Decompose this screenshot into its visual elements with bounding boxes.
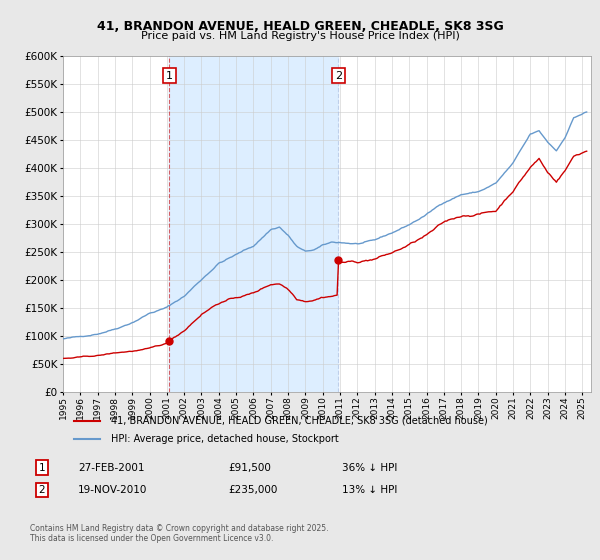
Text: 2: 2	[335, 71, 342, 81]
Text: £235,000: £235,000	[228, 485, 277, 495]
Bar	[169, 56, 338, 392]
Text: Price paid vs. HM Land Registry's House Price Index (HPI): Price paid vs. HM Land Registry's House …	[140, 31, 460, 41]
Point	[334, 256, 343, 265]
Text: 41, BRANDON AVENUE, HEALD GREEN, CHEADLE, SK8 3SG (detached house): 41, BRANDON AVENUE, HEALD GREEN, CHEADLE…	[110, 416, 487, 426]
Point	[164, 336, 174, 345]
Text: 19-NOV-2010: 19-NOV-2010	[78, 485, 148, 495]
Text: 27-FEB-2001: 27-FEB-2001	[78, 463, 145, 473]
Text: 13% ↓ HPI: 13% ↓ HPI	[342, 485, 397, 495]
Text: Contains HM Land Registry data © Crown copyright and database right 2025.
This d: Contains HM Land Registry data © Crown c…	[30, 524, 329, 543]
Text: £91,500: £91,500	[228, 463, 271, 473]
Text: 36% ↓ HPI: 36% ↓ HPI	[342, 463, 397, 473]
Text: 2: 2	[38, 485, 46, 495]
Text: 1: 1	[38, 463, 46, 473]
Text: HPI: Average price, detached house, Stockport: HPI: Average price, detached house, Stoc…	[110, 434, 338, 444]
Text: 41, BRANDON AVENUE, HEALD GREEN, CHEADLE, SK8 3SG: 41, BRANDON AVENUE, HEALD GREEN, CHEADLE…	[97, 20, 503, 32]
Text: 1: 1	[166, 71, 173, 81]
